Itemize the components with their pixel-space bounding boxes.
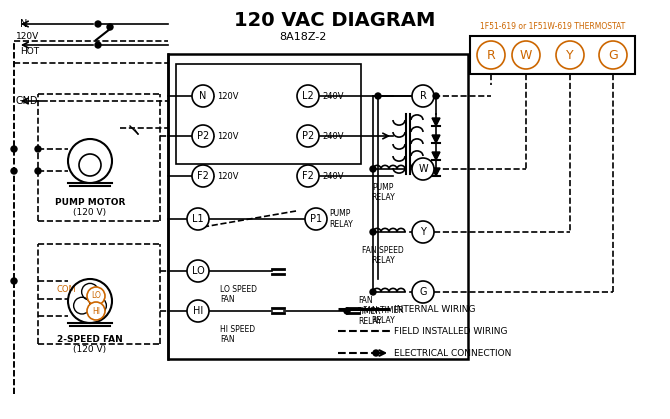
- Text: PUMP MOTOR: PUMP MOTOR: [55, 198, 125, 207]
- Text: Y: Y: [420, 227, 426, 237]
- Text: PUMP
RELAY: PUMP RELAY: [329, 210, 352, 229]
- Circle shape: [192, 85, 214, 107]
- Circle shape: [599, 41, 627, 69]
- Circle shape: [412, 85, 434, 107]
- Text: (120 V): (120 V): [74, 208, 107, 217]
- Bar: [470, 36, 635, 74]
- Circle shape: [192, 125, 214, 147]
- Circle shape: [87, 302, 105, 320]
- Text: N: N: [199, 91, 206, 101]
- Text: LO: LO: [192, 266, 204, 276]
- Circle shape: [11, 146, 17, 152]
- Text: FAN SPEED
RELAY: FAN SPEED RELAY: [362, 246, 404, 265]
- Text: FAN TIMER
RELAY: FAN TIMER RELAY: [362, 306, 403, 326]
- Text: W: W: [520, 49, 532, 62]
- Circle shape: [187, 260, 209, 282]
- Text: R: R: [419, 91, 426, 101]
- Circle shape: [344, 308, 350, 314]
- Text: P2: P2: [302, 131, 314, 141]
- Circle shape: [412, 281, 434, 303]
- Circle shape: [512, 41, 540, 69]
- Text: Y: Y: [566, 49, 574, 62]
- Text: COM: COM: [56, 285, 76, 293]
- Circle shape: [95, 21, 101, 27]
- Text: 240V: 240V: [322, 91, 344, 101]
- Circle shape: [370, 289, 376, 295]
- Text: HI SPEED
FAN: HI SPEED FAN: [220, 325, 255, 344]
- Polygon shape: [432, 152, 440, 160]
- Polygon shape: [432, 168, 440, 176]
- Text: LO: LO: [91, 292, 101, 300]
- Circle shape: [305, 208, 327, 230]
- Text: G: G: [608, 49, 618, 62]
- Circle shape: [373, 350, 379, 356]
- Text: HI: HI: [193, 306, 203, 316]
- Polygon shape: [432, 135, 440, 143]
- Text: 120V: 120V: [217, 91, 239, 101]
- Circle shape: [11, 168, 17, 174]
- Text: PUMP
RELAY: PUMP RELAY: [371, 183, 395, 202]
- Text: INTERNAL WIRING: INTERNAL WIRING: [394, 305, 476, 313]
- Circle shape: [192, 165, 214, 187]
- Circle shape: [95, 42, 101, 48]
- Text: FAN
TIMER
RELAY: FAN TIMER RELAY: [358, 296, 382, 326]
- Text: W: W: [418, 164, 428, 174]
- Text: P1: P1: [310, 214, 322, 224]
- Circle shape: [433, 93, 439, 99]
- Circle shape: [87, 287, 105, 305]
- Text: 120V: 120V: [16, 31, 40, 41]
- Text: F2: F2: [302, 171, 314, 181]
- Circle shape: [11, 278, 17, 284]
- Text: N: N: [20, 19, 27, 29]
- Text: 2-SPEED FAN: 2-SPEED FAN: [57, 335, 123, 344]
- Text: 240V: 240V: [322, 132, 344, 140]
- Bar: [168, 54, 468, 359]
- Text: HOT: HOT: [20, 47, 39, 55]
- Circle shape: [412, 158, 434, 180]
- Text: 240V: 240V: [322, 171, 344, 181]
- Circle shape: [107, 24, 113, 30]
- Polygon shape: [432, 118, 440, 126]
- Circle shape: [297, 85, 319, 107]
- Text: 8A18Z-2: 8A18Z-2: [279, 32, 327, 42]
- Text: LO SPEED
FAN: LO SPEED FAN: [220, 285, 257, 304]
- Text: L2: L2: [302, 91, 314, 101]
- Bar: [176, 64, 361, 164]
- Text: G: G: [419, 287, 427, 297]
- Circle shape: [370, 166, 376, 172]
- Circle shape: [412, 221, 434, 243]
- Text: 120V: 120V: [217, 132, 239, 140]
- Text: FIELD INSTALLED WIRING: FIELD INSTALLED WIRING: [394, 326, 507, 336]
- Circle shape: [79, 154, 101, 176]
- Circle shape: [35, 168, 41, 174]
- Circle shape: [297, 165, 319, 187]
- Text: ELECTRICAL CONNECTION: ELECTRICAL CONNECTION: [394, 349, 511, 357]
- Text: R: R: [486, 49, 495, 62]
- Circle shape: [556, 41, 584, 69]
- Circle shape: [370, 229, 376, 235]
- Text: (120 V): (120 V): [74, 345, 107, 354]
- Circle shape: [477, 41, 505, 69]
- Text: GND: GND: [16, 96, 38, 106]
- Circle shape: [68, 139, 112, 183]
- Text: F2: F2: [197, 171, 209, 181]
- Text: L1: L1: [192, 214, 204, 224]
- Text: 1F51-619 or 1F51W-619 THERMOSTAT: 1F51-619 or 1F51W-619 THERMOSTAT: [480, 22, 625, 31]
- Circle shape: [375, 93, 381, 99]
- Text: P2: P2: [197, 131, 209, 141]
- Text: 120V: 120V: [217, 171, 239, 181]
- Circle shape: [35, 146, 41, 152]
- Circle shape: [187, 300, 209, 322]
- Circle shape: [297, 125, 319, 147]
- Text: HI: HI: [92, 307, 100, 316]
- Circle shape: [187, 208, 209, 230]
- Text: 120 VAC DIAGRAM: 120 VAC DIAGRAM: [234, 11, 436, 30]
